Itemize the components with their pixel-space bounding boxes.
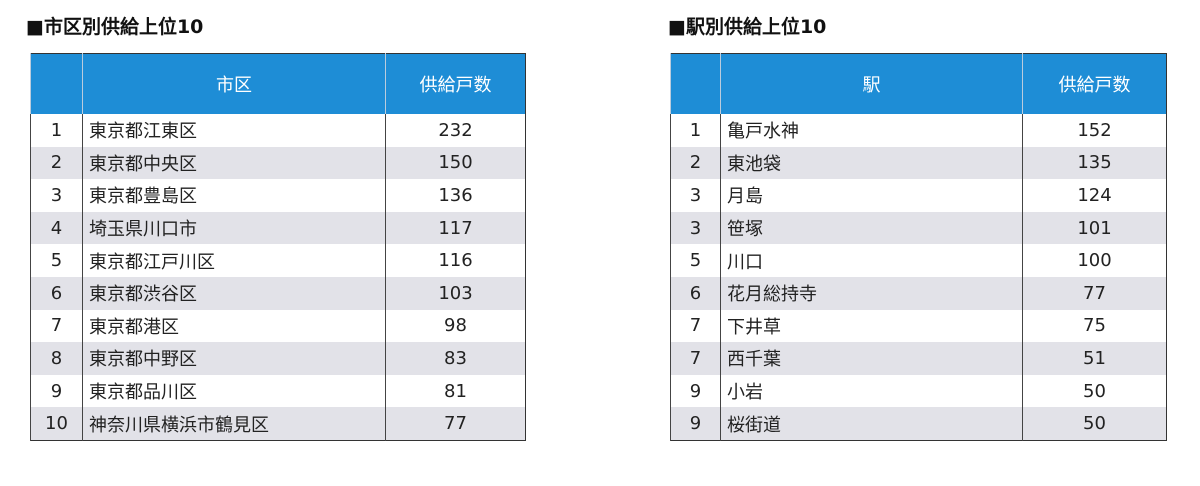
rank-cell: 10 xyxy=(30,407,83,441)
name-cell: 東池袋 xyxy=(720,146,1023,180)
rank-cell: 8 xyxy=(30,342,83,375)
rank-cell: 6 xyxy=(670,276,721,310)
row: 10 神奈川県横浜市鶴見区 77 xyxy=(30,407,526,441)
row: 2 東池袋 135 xyxy=(670,146,1167,180)
row: 9 小岩 50 xyxy=(670,374,1167,408)
name-cell: 東京都江東区 xyxy=(82,114,386,147)
name-cell: 神奈川県横浜市鶴見区 xyxy=(82,407,386,441)
row: 3 笹塚 101 xyxy=(670,211,1167,245)
count-cell: 136 xyxy=(385,179,526,212)
name-cell: 東京都豊島区 xyxy=(82,179,386,212)
count-cell: 150 xyxy=(385,146,526,180)
header-cell: 駅 xyxy=(720,53,1023,114)
name-cell: 東京都江戸川区 xyxy=(82,244,386,277)
name-cell: 埼玉県川口市 xyxy=(82,211,386,245)
rank-cell: 3 xyxy=(670,211,721,245)
header-cell xyxy=(670,53,721,114)
rank-cell: 1 xyxy=(670,114,721,147)
name-cell: 桜街道 xyxy=(720,407,1023,441)
rank-cell: 2 xyxy=(670,146,721,180)
count-cell: 117 xyxy=(385,211,526,245)
name-cell: 西千葉 xyxy=(720,342,1023,375)
rank-cell: 7 xyxy=(670,342,721,375)
count-cell: 135 xyxy=(1022,146,1167,180)
name-cell: 花月総持寺 xyxy=(720,276,1023,310)
count-cell: 77 xyxy=(385,407,526,441)
row: 9 桜街道 50 xyxy=(670,407,1167,441)
row: 2 東京都中央区 150 xyxy=(30,146,526,180)
count-cell: 152 xyxy=(1022,114,1167,147)
row: 8 東京都中野区 83 xyxy=(30,342,526,375)
row: 4 埼玉県川口市 117 xyxy=(30,211,526,245)
header-row: 市区 供給戸数 xyxy=(30,53,526,114)
count-cell: 232 xyxy=(385,114,526,147)
row: 1 東京都江東区 232 xyxy=(30,114,526,147)
header-cell: 市区 xyxy=(82,53,386,114)
row: 6 花月総持寺 77 xyxy=(670,276,1167,310)
rank-cell: 9 xyxy=(670,407,721,441)
count-cell: 51 xyxy=(1022,342,1167,375)
table-title: ■駅別供給上位10 xyxy=(668,16,827,38)
row: 3 東京都豊島区 136 xyxy=(30,179,526,212)
name-cell: 亀戸水神 xyxy=(720,114,1023,147)
header-cell: 供給戸数 xyxy=(1022,53,1167,114)
row: 6 東京都渋谷区 103 xyxy=(30,276,526,310)
count-cell: 50 xyxy=(1022,374,1167,408)
name-cell: 川口 xyxy=(720,244,1023,277)
header-cell: 供給戸数 xyxy=(385,53,526,114)
count-cell: 98 xyxy=(385,309,526,343)
rank-cell: 9 xyxy=(30,374,83,408)
count-cell: 101 xyxy=(1022,211,1167,245)
count-cell: 116 xyxy=(385,244,526,277)
row: 1 亀戸水神 152 xyxy=(670,114,1167,147)
rank-cell: 4 xyxy=(30,211,83,245)
header-cell xyxy=(30,53,83,114)
rank-cell: 7 xyxy=(670,309,721,343)
count-cell: 124 xyxy=(1022,179,1167,212)
rank-cell: 6 xyxy=(30,276,83,310)
rank-cell: 5 xyxy=(670,244,721,277)
rank-cell: 7 xyxy=(30,309,83,343)
name-cell: 小岩 xyxy=(720,374,1023,408)
row: 5 川口 100 xyxy=(670,244,1167,277)
count-cell: 103 xyxy=(385,276,526,310)
count-cell: 81 xyxy=(385,374,526,408)
row: 5 東京都江戸川区 116 xyxy=(30,244,526,277)
count-cell: 75 xyxy=(1022,309,1167,343)
data-table: 市区 供給戸数 1 東京都江東区 232 2 東京都中央区 150 3 東京都豊島区 136 4 埼玉県… xyxy=(30,53,526,441)
name-cell: 笹塚 xyxy=(720,211,1023,245)
rank-cell: 1 xyxy=(30,114,83,147)
count-cell: 50 xyxy=(1022,407,1167,441)
table-title: ■市区別供給上位10 xyxy=(26,16,204,38)
rank-cell: 3 xyxy=(670,179,721,212)
count-cell: 100 xyxy=(1022,244,1167,277)
name-cell: 東京都中央区 xyxy=(82,146,386,180)
row: 3 月島 124 xyxy=(670,179,1167,212)
header-row: 駅供給戸数 xyxy=(670,53,1167,114)
name-cell: 下井草 xyxy=(720,309,1023,343)
name-cell: 東京都中野区 xyxy=(82,342,386,375)
name-cell: 東京都渋谷区 xyxy=(82,276,386,310)
name-cell: 月島 xyxy=(720,179,1023,212)
data-table: 駅供給戸数 1 亀戸水神 152 2 東池袋 135 3 月島 124 3 笹塚 101 5 川口 100 6 花… xyxy=(670,53,1167,441)
name-cell: 東京都港区 xyxy=(82,309,386,343)
name-cell: 東京都品川区 xyxy=(82,374,386,408)
rank-cell: 3 xyxy=(30,179,83,212)
row: 7 西千葉 51 xyxy=(670,342,1167,375)
count-cell: 77 xyxy=(1022,276,1167,310)
count-cell: 83 xyxy=(385,342,526,375)
rank-cell: 9 xyxy=(670,374,721,408)
row: 9 東京都品川区 81 xyxy=(30,374,526,408)
row: 7 下井草 75 xyxy=(670,309,1167,343)
rank-cell: 5 xyxy=(30,244,83,277)
rank-cell: 2 xyxy=(30,146,83,180)
row: 7 東京都港区 98 xyxy=(30,309,526,343)
